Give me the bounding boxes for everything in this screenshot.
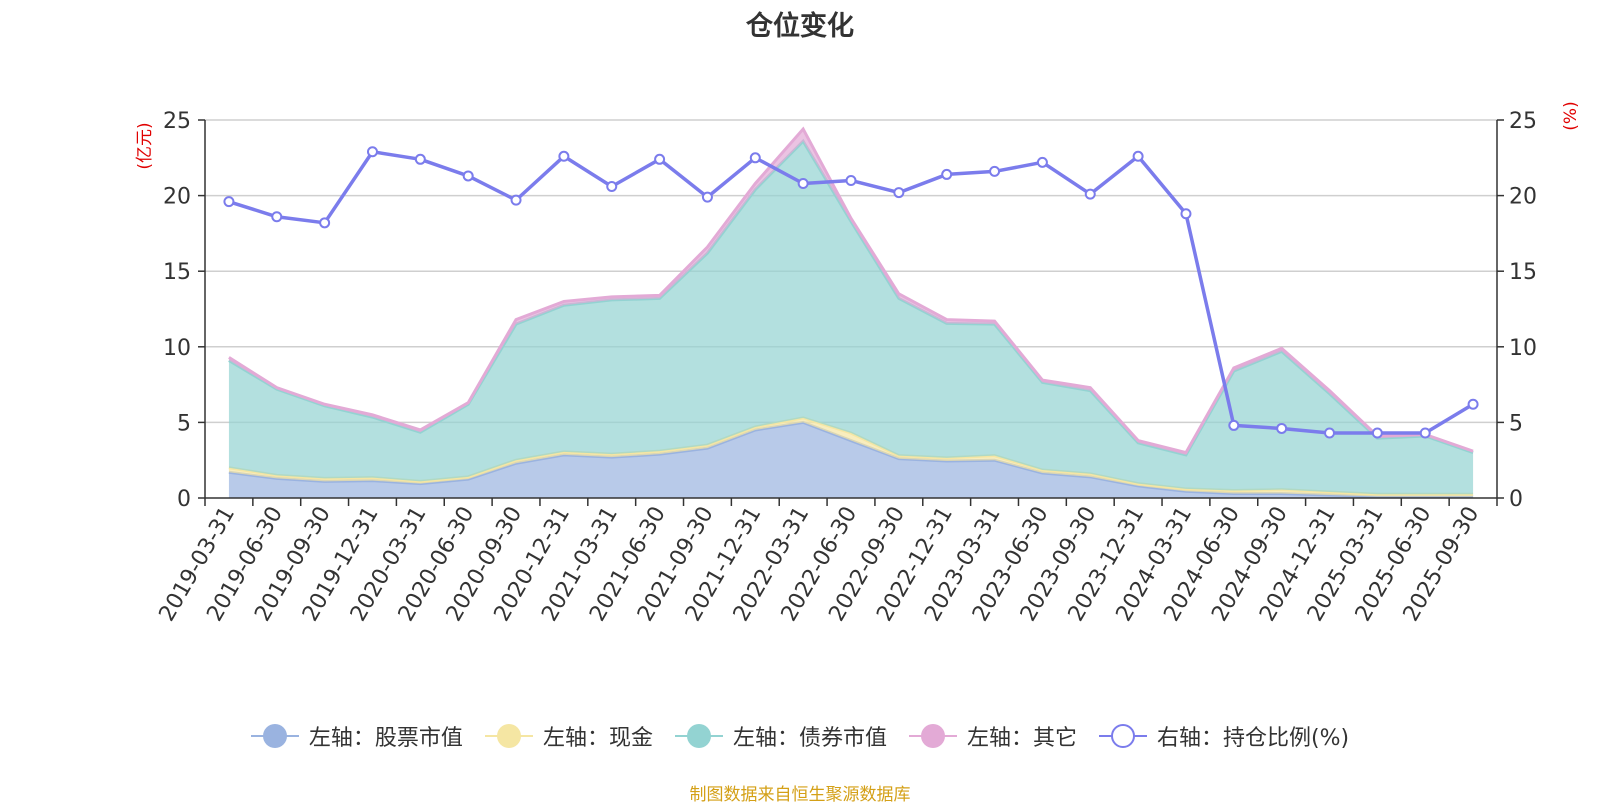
line-point — [1036, 156, 1048, 168]
right-tick-label: 10 — [1509, 336, 1537, 361]
line-point — [1419, 427, 1431, 439]
right-tick-label: 5 — [1509, 411, 1523, 436]
area-top-line-左轴：其它 — [228, 126, 1474, 455]
left-tick-label: 15 — [163, 260, 191, 285]
legend-label: 右轴：持仓比例(%) — [1156, 726, 1350, 751]
line-point — [845, 174, 857, 186]
legend-item[interactable]: 右轴：持仓比例(%) — [1098, 720, 1350, 752]
legend-label: 左轴：股票市值 — [308, 726, 463, 751]
line-point — [271, 211, 283, 223]
line-point — [1132, 150, 1144, 162]
line-point — [654, 153, 666, 165]
line-point — [893, 187, 905, 199]
right-tick-label: 0 — [1509, 487, 1523, 512]
left-tick-label: 5 — [177, 411, 191, 436]
legend-item[interactable]: 左轴：其它 — [908, 720, 1077, 752]
legend-marker-icon — [1098, 723, 1147, 749]
line-point — [701, 191, 713, 203]
left-tick-label: 10 — [163, 336, 191, 361]
right-tick-label: 20 — [1509, 185, 1537, 210]
legend-label: 左轴：现金 — [542, 726, 653, 751]
source-note: 制图数据来自恒生聚源数据库 — [689, 785, 911, 805]
line-point — [462, 170, 474, 182]
line-point — [558, 150, 570, 162]
line-point — [797, 178, 809, 190]
legend-label: 左轴：其它 — [966, 726, 1077, 751]
left-tick-label: 0 — [177, 487, 191, 512]
line-point — [414, 153, 426, 165]
line-point — [366, 146, 378, 158]
line-point — [1228, 419, 1240, 431]
legend-marker-icon — [908, 723, 957, 749]
area-左轴：股票市值 — [228, 422, 1474, 498]
legend: 左轴：股票市值 左轴：现金 左轴：债券市值 左轴：其它 右轴：持仓比例(%) — [0, 720, 1600, 752]
left-axis-unit: (亿元) — [135, 122, 155, 169]
chart-area: 05101520250510152025(亿元)(%)2019-03-31201… — [135, 101, 1581, 625]
line-point — [510, 194, 522, 206]
line-point — [606, 181, 618, 193]
line-point — [749, 152, 761, 164]
line-point — [989, 165, 1001, 177]
line-point — [1276, 422, 1288, 434]
right-tick-label: 25 — [1509, 109, 1537, 134]
line-point — [1324, 427, 1336, 439]
legend-item[interactable]: 左轴：股票市值 — [250, 720, 463, 752]
legend-marker-icon — [484, 723, 533, 749]
left-tick-label: 20 — [163, 185, 191, 210]
line-point — [223, 196, 235, 208]
line-point — [1467, 398, 1479, 410]
line-point — [319, 217, 331, 229]
legend-marker-icon — [674, 723, 723, 749]
area-左轴：债券市值 — [228, 141, 1474, 495]
line-point — [1180, 208, 1192, 220]
line-point — [941, 168, 953, 180]
right-axis-unit: (%) — [1561, 101, 1581, 130]
left-tick-label: 25 — [163, 109, 191, 134]
right-tick-label: 15 — [1509, 260, 1537, 285]
legend-label: 左轴：债券市值 — [732, 726, 887, 751]
line-point — [1084, 188, 1096, 200]
legend-item[interactable]: 左轴：现金 — [484, 720, 653, 752]
chart-title: 仓位变化 — [746, 11, 854, 42]
legend-item[interactable]: 左轴：债券市值 — [674, 720, 887, 752]
line-point — [1371, 427, 1383, 439]
legend-marker-icon — [250, 723, 299, 749]
